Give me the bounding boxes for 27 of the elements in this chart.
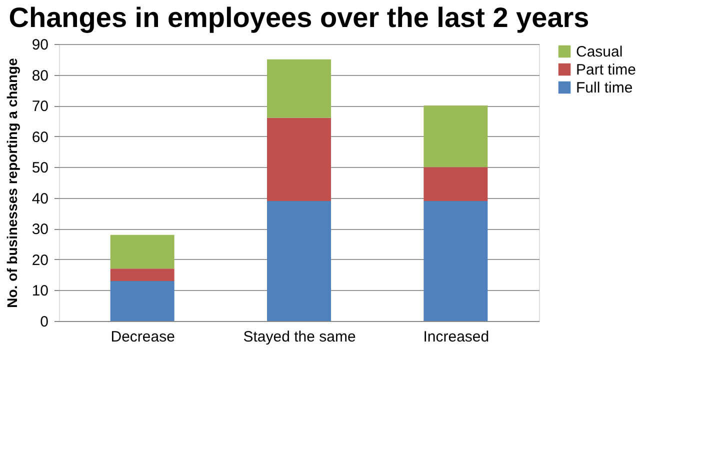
y-axis-title: No. of businesses reporting a change [4, 58, 20, 308]
y-tick-label: 30 [32, 221, 48, 238]
bar [110, 280, 174, 321]
y-tick-label: 0 [40, 314, 48, 330]
x-tick-label: Increased [423, 328, 490, 346]
x-tick-label: Decrease [110, 328, 175, 346]
bar [110, 234, 174, 269]
x-tick-label: Stayed the same [243, 328, 356, 346]
y-tick-label: 70 [32, 98, 48, 116]
y-tick-label: 10 [32, 282, 48, 300]
bar [267, 118, 331, 201]
y-tick-label: 60 [32, 128, 48, 146]
y-tick-label: 80 [32, 67, 48, 84]
y-tick-label: 90 [32, 36, 48, 54]
bar [424, 200, 488, 321]
bar [110, 268, 174, 281]
bar [267, 200, 331, 321]
chart-title: Changes in employees over the last 2 years [8, 2, 590, 33]
bar [267, 59, 331, 118]
legend-label: Full time [576, 80, 633, 96]
bar [424, 167, 488, 201]
legend-label: Casual [576, 44, 623, 60]
legend-label: Part time [576, 62, 636, 78]
y-tick-label: 40 [32, 190, 48, 208]
y-tick-label: 20 [32, 252, 48, 269]
y-tick-label: 50 [32, 160, 48, 177]
bar [424, 106, 488, 168]
